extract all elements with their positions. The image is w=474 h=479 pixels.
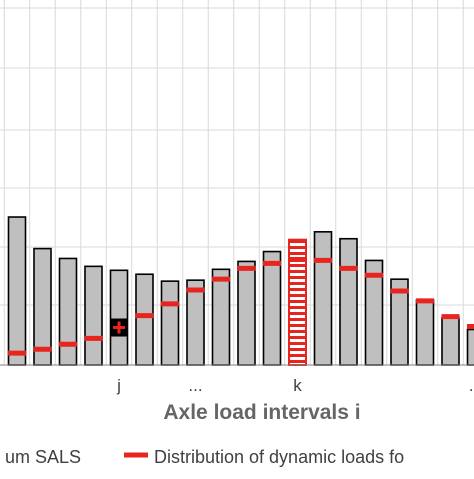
x-tick-label: k <box>293 376 302 395</box>
bar <box>442 318 459 365</box>
bar <box>264 252 281 365</box>
legend: um SALS Distribution of dynamic loads fo <box>5 447 404 467</box>
bar <box>9 217 26 365</box>
bar <box>187 280 204 365</box>
x-tick-label: ... <box>188 376 202 395</box>
x-tick-labels: j... k... <box>116 376 474 395</box>
legend-label-dynamic: Distribution of dynamic loads fo <box>154 447 404 467</box>
bar <box>136 274 153 365</box>
legend-label-sals: um SALS <box>5 447 81 467</box>
x-axis-label: Axle load intervals i <box>163 401 360 424</box>
bar <box>85 266 102 365</box>
x-tick-label: ... <box>469 376 474 395</box>
bar <box>315 232 332 365</box>
bar <box>340 239 357 365</box>
bar <box>213 269 230 365</box>
bar <box>468 329 474 365</box>
bar <box>60 258 77 365</box>
bar <box>162 281 179 365</box>
bar <box>417 300 434 365</box>
bar <box>111 270 128 365</box>
bar <box>238 261 255 365</box>
x-tick-label: j <box>116 376 121 395</box>
marker-layer <box>110 319 128 337</box>
